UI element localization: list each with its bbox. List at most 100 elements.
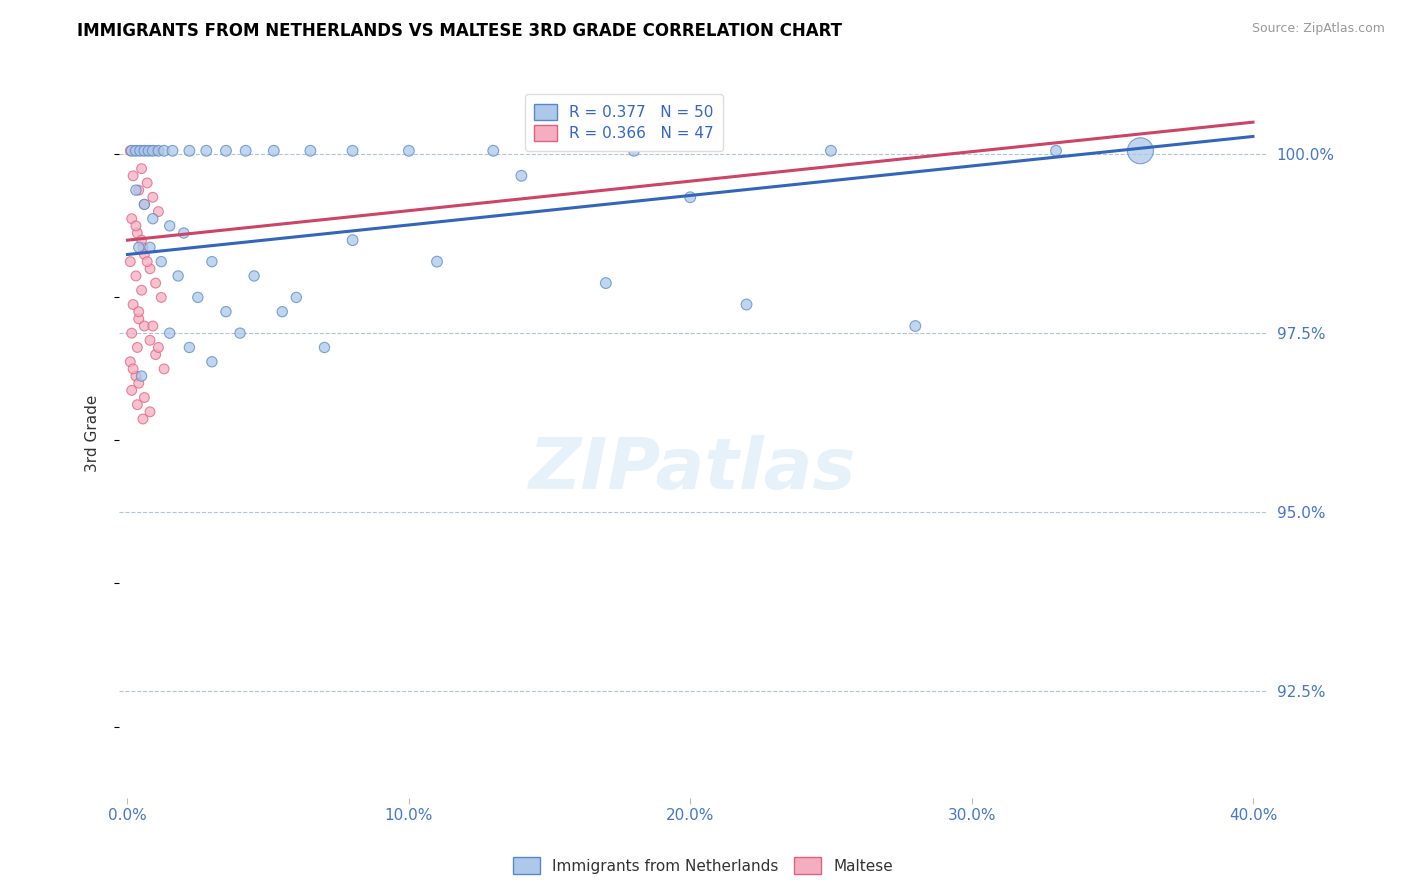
Point <box>125 144 148 158</box>
Point <box>162 144 184 158</box>
Legend: R = 0.377   N = 50, R = 0.366   N = 47: R = 0.377 N = 50, R = 0.366 N = 47 <box>524 95 723 151</box>
Point <box>134 197 156 211</box>
Point <box>142 211 165 226</box>
Point <box>153 144 176 158</box>
Point <box>179 144 201 158</box>
Point <box>145 276 167 290</box>
Point <box>167 268 190 283</box>
Point <box>263 144 285 158</box>
Point <box>138 144 160 158</box>
Y-axis label: 3rd Grade: 3rd Grade <box>86 394 100 472</box>
Point <box>145 144 167 158</box>
Point <box>139 240 162 254</box>
Point <box>142 144 165 158</box>
Point <box>342 233 364 247</box>
Legend: Immigrants from Netherlands, Maltese: Immigrants from Netherlands, Maltese <box>506 851 900 880</box>
Point <box>128 376 150 391</box>
Point <box>127 226 149 240</box>
Point <box>134 197 156 211</box>
Point <box>1129 144 1152 158</box>
Point <box>131 233 153 247</box>
Point <box>1045 144 1067 158</box>
Point <box>136 144 159 158</box>
Point <box>510 169 533 183</box>
Point <box>125 219 148 233</box>
Point <box>122 362 145 376</box>
Point <box>125 268 148 283</box>
Point <box>398 144 420 158</box>
Point <box>136 254 159 268</box>
Point <box>299 144 322 158</box>
Point <box>128 240 150 254</box>
Text: Source: ZipAtlas.com: Source: ZipAtlas.com <box>1251 22 1385 36</box>
Point <box>187 290 209 304</box>
Text: ZIPatlas: ZIPatlas <box>529 435 856 504</box>
Point <box>201 254 224 268</box>
Point <box>121 211 143 226</box>
Point <box>229 326 252 340</box>
Point <box>148 144 170 158</box>
Point <box>904 318 927 333</box>
Point <box>139 334 162 348</box>
Point <box>127 398 149 412</box>
Point <box>215 304 238 318</box>
Point <box>314 341 336 355</box>
Point <box>120 254 142 268</box>
Point <box>128 183 150 197</box>
Point <box>139 405 162 419</box>
Point <box>342 144 364 158</box>
Point <box>153 362 176 376</box>
Point <box>482 144 505 158</box>
Point <box>243 268 266 283</box>
Point <box>426 254 449 268</box>
Point <box>150 254 173 268</box>
Point <box>679 190 702 204</box>
Point <box>235 144 257 158</box>
Point <box>134 144 156 158</box>
Point <box>125 183 148 197</box>
Point <box>271 304 294 318</box>
Point <box>122 297 145 311</box>
Point <box>595 276 617 290</box>
Point <box>121 384 143 398</box>
Point <box>150 290 173 304</box>
Point <box>735 297 758 311</box>
Point <box>125 369 148 384</box>
Point <box>128 304 150 318</box>
Text: IMMIGRANTS FROM NETHERLANDS VS MALTESE 3RD GRADE CORRELATION CHART: IMMIGRANTS FROM NETHERLANDS VS MALTESE 3… <box>77 22 842 40</box>
Point <box>173 226 195 240</box>
Point <box>201 355 224 369</box>
Point <box>132 144 155 158</box>
Point <box>136 176 159 190</box>
Point <box>127 341 149 355</box>
Point <box>820 144 842 158</box>
Point <box>285 290 308 304</box>
Point <box>131 369 153 384</box>
Point <box>159 326 181 340</box>
Point <box>124 144 146 158</box>
Point <box>141 144 163 158</box>
Point <box>131 161 153 176</box>
Point <box>145 348 167 362</box>
Point <box>159 219 181 233</box>
Point <box>139 261 162 276</box>
Point <box>120 144 142 158</box>
Point <box>148 341 170 355</box>
Point <box>129 144 152 158</box>
Point <box>134 247 156 261</box>
Point <box>179 341 201 355</box>
Point <box>148 204 170 219</box>
Point <box>134 391 156 405</box>
Point <box>142 190 165 204</box>
Point <box>132 412 155 426</box>
Point <box>195 144 218 158</box>
Point <box>132 240 155 254</box>
Point <box>128 144 150 158</box>
Point <box>128 311 150 326</box>
Point <box>623 144 645 158</box>
Point <box>121 326 143 340</box>
Point <box>131 283 153 297</box>
Point <box>134 318 156 333</box>
Point <box>121 144 143 158</box>
Point <box>120 355 142 369</box>
